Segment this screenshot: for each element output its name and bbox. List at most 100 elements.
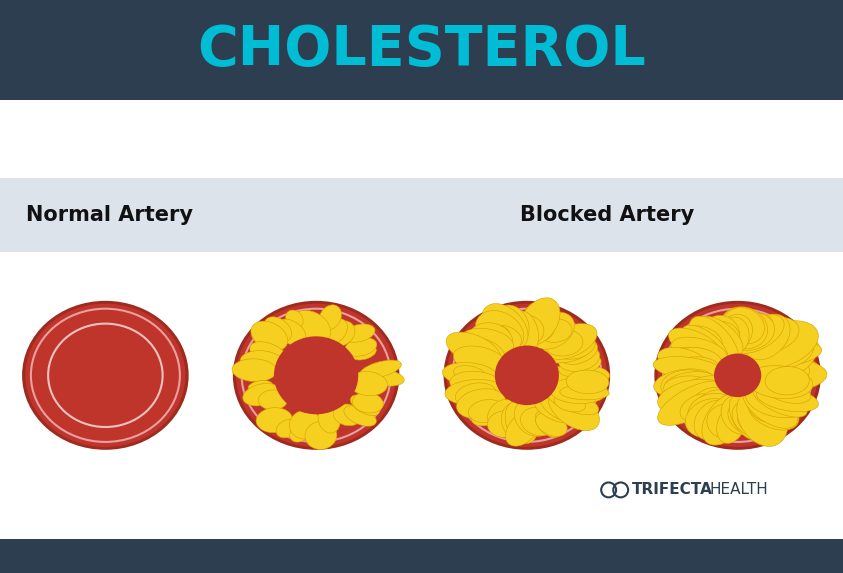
Ellipse shape	[240, 351, 285, 375]
Ellipse shape	[275, 319, 306, 345]
Ellipse shape	[560, 385, 609, 400]
Ellipse shape	[765, 367, 809, 395]
Ellipse shape	[344, 406, 376, 426]
Ellipse shape	[321, 319, 347, 345]
Ellipse shape	[544, 329, 583, 356]
Ellipse shape	[743, 384, 797, 428]
Ellipse shape	[487, 411, 523, 437]
Ellipse shape	[22, 301, 189, 450]
Ellipse shape	[457, 388, 506, 419]
Ellipse shape	[537, 319, 572, 343]
Ellipse shape	[514, 398, 555, 436]
Ellipse shape	[733, 400, 775, 438]
Text: Blocked Artery: Blocked Artery	[520, 205, 694, 225]
Ellipse shape	[559, 354, 601, 376]
Ellipse shape	[350, 395, 379, 415]
Ellipse shape	[737, 340, 822, 368]
Ellipse shape	[507, 311, 539, 356]
Ellipse shape	[728, 313, 773, 349]
Ellipse shape	[502, 403, 532, 440]
Ellipse shape	[722, 308, 765, 344]
Ellipse shape	[658, 379, 726, 414]
Ellipse shape	[348, 371, 388, 396]
Ellipse shape	[566, 370, 609, 394]
Ellipse shape	[258, 390, 287, 410]
Ellipse shape	[487, 399, 519, 431]
Ellipse shape	[495, 346, 559, 405]
Ellipse shape	[289, 311, 330, 346]
Ellipse shape	[25, 304, 185, 447]
Ellipse shape	[469, 399, 506, 423]
Ellipse shape	[726, 312, 775, 350]
Ellipse shape	[744, 322, 807, 359]
Ellipse shape	[664, 372, 717, 396]
Ellipse shape	[493, 305, 529, 346]
Ellipse shape	[518, 298, 560, 346]
Ellipse shape	[451, 374, 492, 398]
Ellipse shape	[481, 304, 528, 350]
Ellipse shape	[535, 410, 562, 437]
Ellipse shape	[717, 403, 747, 444]
Ellipse shape	[250, 342, 290, 368]
Ellipse shape	[243, 383, 281, 406]
Ellipse shape	[274, 336, 358, 414]
Ellipse shape	[707, 405, 744, 439]
Text: CHOLESTEROL: CHOLESTEROL	[197, 23, 646, 77]
Ellipse shape	[658, 347, 710, 376]
Ellipse shape	[345, 337, 377, 356]
Ellipse shape	[443, 301, 610, 450]
Ellipse shape	[756, 386, 797, 415]
Ellipse shape	[753, 386, 807, 417]
Ellipse shape	[446, 332, 501, 367]
Ellipse shape	[251, 321, 287, 351]
Ellipse shape	[327, 321, 355, 346]
Ellipse shape	[745, 380, 810, 418]
Ellipse shape	[681, 325, 728, 365]
Ellipse shape	[654, 301, 821, 450]
Ellipse shape	[688, 393, 737, 429]
FancyBboxPatch shape	[0, 539, 843, 573]
Ellipse shape	[661, 370, 717, 403]
Ellipse shape	[248, 380, 272, 393]
Ellipse shape	[319, 305, 341, 330]
Ellipse shape	[471, 407, 505, 426]
Ellipse shape	[688, 390, 731, 434]
Ellipse shape	[667, 347, 717, 372]
Ellipse shape	[767, 382, 811, 403]
Ellipse shape	[685, 399, 735, 438]
Ellipse shape	[754, 355, 809, 384]
Ellipse shape	[549, 331, 595, 359]
Ellipse shape	[671, 348, 722, 376]
Ellipse shape	[507, 315, 544, 345]
Ellipse shape	[506, 410, 541, 446]
Ellipse shape	[289, 410, 321, 439]
Ellipse shape	[454, 346, 507, 375]
Ellipse shape	[689, 316, 738, 370]
Ellipse shape	[719, 317, 749, 355]
Ellipse shape	[753, 331, 813, 368]
Ellipse shape	[547, 388, 599, 415]
Ellipse shape	[360, 368, 405, 386]
Ellipse shape	[680, 394, 716, 421]
Ellipse shape	[696, 316, 743, 356]
Ellipse shape	[746, 366, 813, 399]
Ellipse shape	[505, 401, 538, 444]
Ellipse shape	[454, 366, 486, 382]
Ellipse shape	[671, 376, 724, 405]
Ellipse shape	[714, 354, 761, 397]
Ellipse shape	[485, 325, 522, 352]
Ellipse shape	[748, 394, 799, 430]
Ellipse shape	[524, 303, 556, 341]
FancyBboxPatch shape	[0, 178, 843, 252]
Ellipse shape	[236, 304, 396, 447]
Ellipse shape	[743, 321, 819, 370]
Ellipse shape	[559, 339, 598, 364]
Ellipse shape	[233, 301, 400, 450]
Ellipse shape	[443, 363, 497, 386]
Ellipse shape	[663, 376, 716, 401]
Ellipse shape	[450, 371, 501, 395]
Ellipse shape	[760, 338, 819, 373]
Ellipse shape	[535, 412, 567, 437]
Ellipse shape	[343, 324, 375, 342]
Ellipse shape	[710, 321, 740, 350]
